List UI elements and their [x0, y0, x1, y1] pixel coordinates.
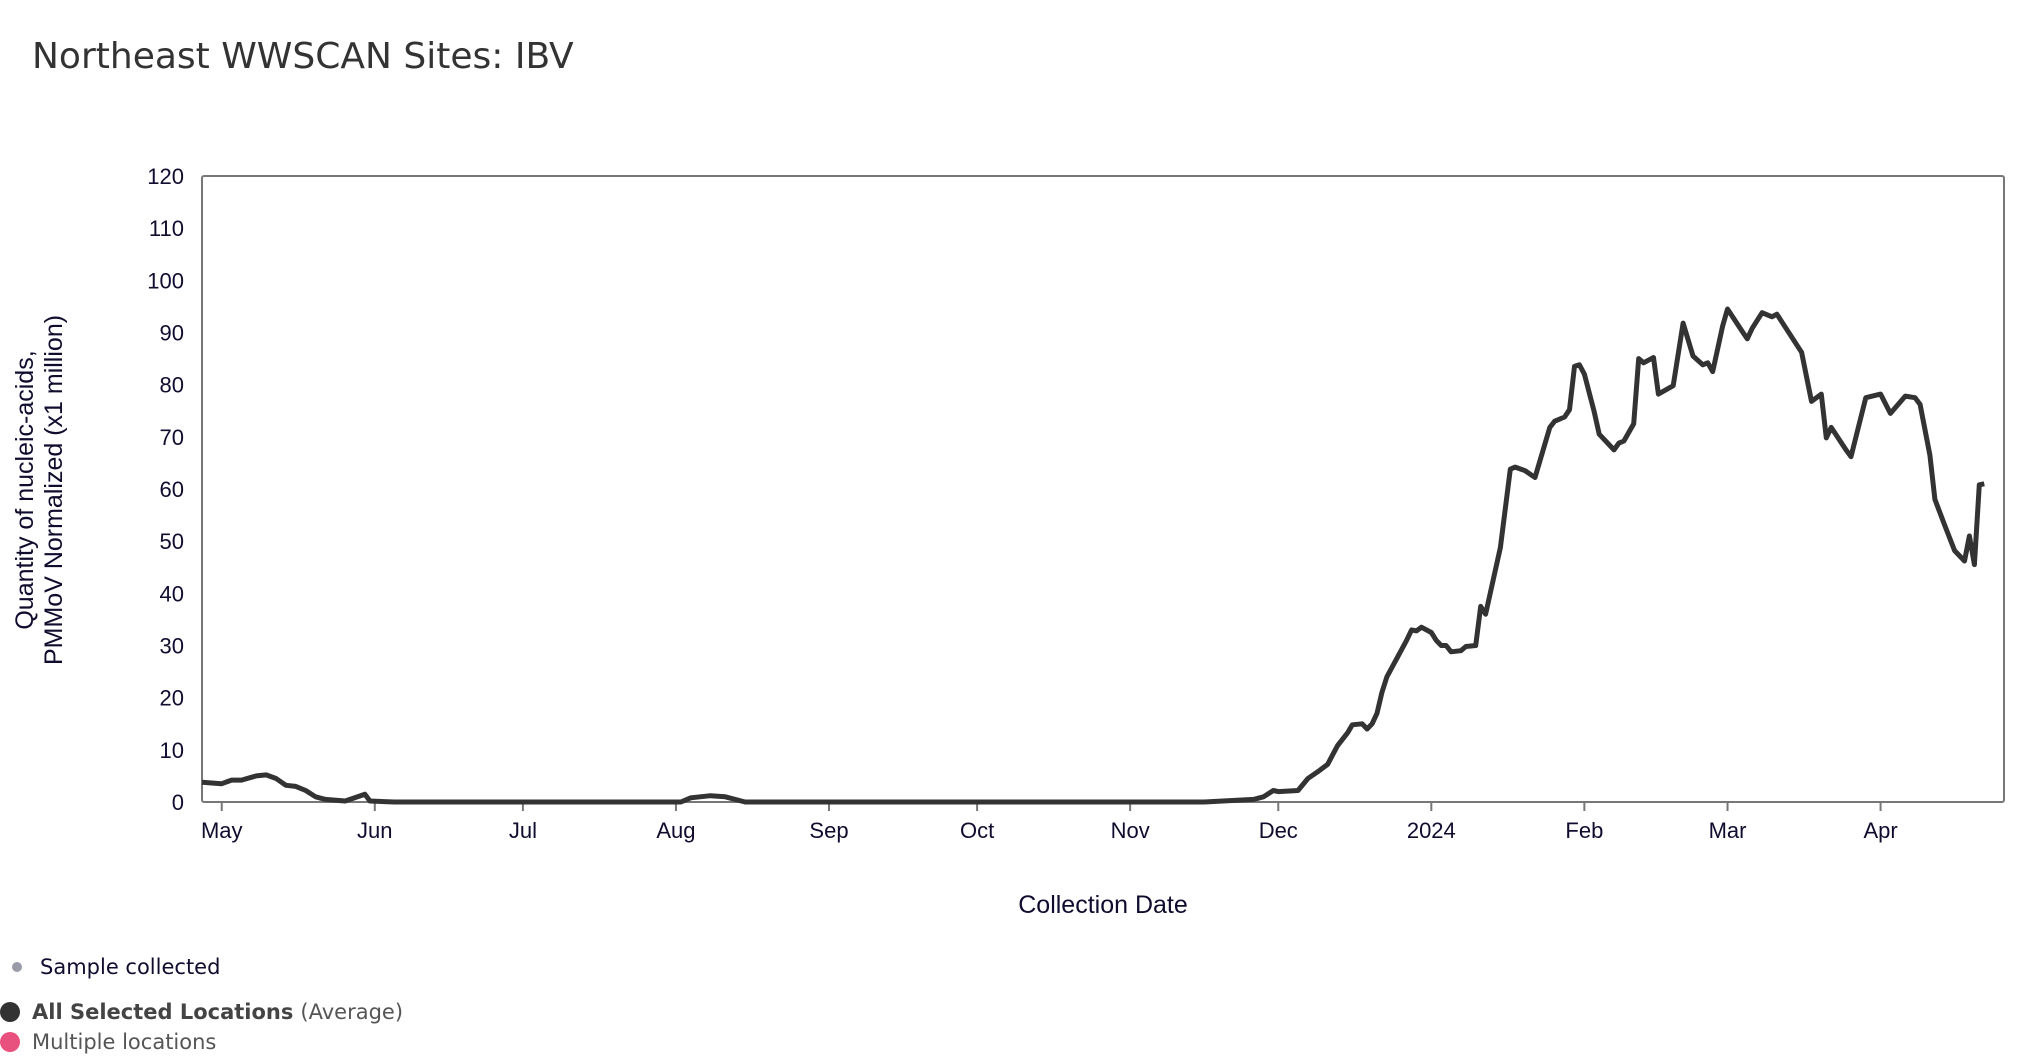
y-tick-label: 10 — [160, 738, 184, 763]
x-tick-label: Sep — [809, 818, 848, 843]
y-tick-label: 50 — [160, 529, 184, 554]
x-tick-label: Aug — [656, 818, 695, 843]
legend-multiple-locations[interactable]: Multiple locations — [0, 1030, 216, 1054]
y-tick-label: 90 — [160, 321, 184, 346]
x-tick-label: Dec — [1259, 818, 1298, 843]
x-tick-label: Jun — [357, 818, 392, 843]
y-tick-label: 110 — [149, 216, 184, 241]
x-tick-label: Oct — [960, 818, 994, 843]
y-tick-label: 40 — [160, 581, 184, 606]
legend-average-suffix: (Average) — [300, 1000, 404, 1024]
y-tick-label: 80 — [160, 373, 184, 398]
x-tick-label: Jul — [509, 818, 537, 843]
y-tick-label: 100 — [147, 268, 184, 293]
x-tick-label: 2024 — [1407, 818, 1456, 843]
series-line-average — [201, 306, 1985, 805]
plot-frame — [201, 175, 2005, 803]
y-axis-label-line2: PMMoV Normalized (x1 million) — [40, 315, 68, 665]
sample-dot-icon — [12, 962, 22, 972]
y-tick-label: 70 — [160, 425, 184, 450]
y-tick-label: 0 — [172, 790, 184, 815]
legend-multiple-label: Multiple locations — [32, 1030, 217, 1054]
legend-average[interactable]: All Selected Locations (Average) — [0, 1000, 403, 1024]
x-axis-label: Collection Date — [1018, 891, 1188, 919]
y-tick-label: 30 — [160, 634, 184, 659]
y-axis-label-line1: Quantity of nucleic-acids, — [11, 350, 39, 629]
y-tick-label: 20 — [160, 686, 184, 711]
legend-average-label: All Selected Locations — [32, 1000, 294, 1024]
chart-title: Northeast WWSCAN Sites: IBV — [32, 36, 574, 77]
x-tick-label: Feb — [1565, 818, 1603, 843]
x-tick-label: Mar — [1709, 818, 1747, 843]
x-tick-label: May — [201, 818, 243, 843]
y-tick-label: 120 — [147, 164, 184, 189]
multiple-dot-icon — [0, 1032, 20, 1052]
x-tick-label: Apr — [1863, 818, 1897, 843]
legend-sample-collected: Sample collected — [12, 955, 220, 979]
y-tick-label: 60 — [160, 477, 184, 502]
x-tick-label: Nov — [1111, 818, 1150, 843]
average-dot-icon — [0, 1002, 20, 1022]
legend-sample-label: Sample collected — [40, 955, 221, 979]
